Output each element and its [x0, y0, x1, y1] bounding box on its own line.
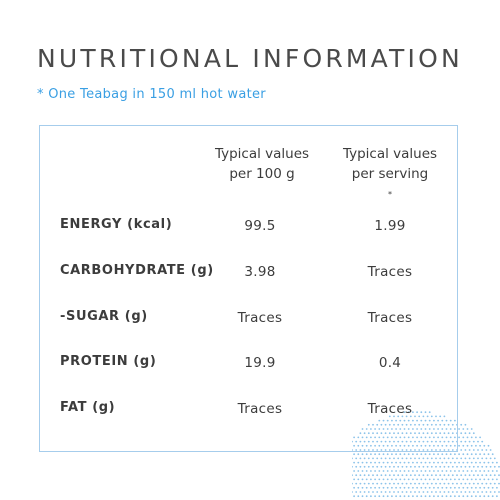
row-label: PROTEIN (g): [60, 354, 157, 369]
row-label: FAT (g): [60, 400, 116, 415]
column-header-line: Typical values: [214, 146, 310, 162]
footnote-marker: *: [388, 190, 392, 199]
column-header-line: per 100 g: [229, 166, 295, 182]
value-per-serving: Traces: [367, 401, 413, 417]
column-header-per-100g: Typical values per 100 g: [197, 144, 327, 184]
value-per-100g: 3.98: [244, 264, 276, 280]
value-per-serving: Traces: [367, 310, 413, 326]
serving-footnote: * One Teabag in 150 ml hot water: [37, 87, 266, 102]
page-title: NUTRITIONAL INFORMATION: [37, 44, 463, 73]
value-per-100g: Traces: [237, 401, 283, 417]
value-per-100g: 99.5: [244, 218, 276, 234]
value-per-serving: 0.4: [378, 355, 402, 371]
value-per-100g: Traces: [237, 310, 283, 326]
column-header-per-serving: Typical values per serving *: [325, 144, 455, 204]
value-per-serving: Traces: [367, 264, 413, 280]
column-header-line: per serving *: [325, 164, 455, 204]
column-header-line: Typical values: [342, 146, 438, 162]
row-label: CARBOHYDRATE (g): [60, 263, 214, 278]
nutrition-table-frame: [39, 125, 458, 452]
value-per-serving: 1.99: [374, 218, 406, 234]
dotted-circle-decoration: [352, 411, 500, 498]
row-label: -SUGAR (g): [60, 309, 148, 324]
value-per-100g: 19.9: [244, 355, 276, 371]
row-label: ENERGY (kcal): [60, 217, 173, 232]
column-header-text: per serving: [351, 166, 429, 182]
